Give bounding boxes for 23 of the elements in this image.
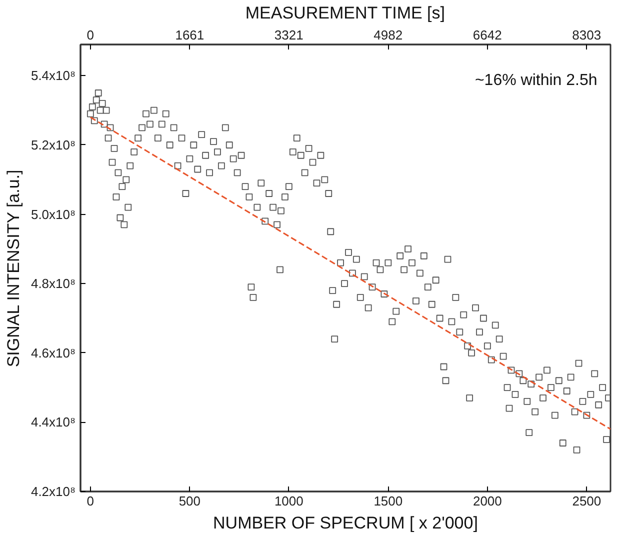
x2-tick-label: 0 — [86, 28, 94, 42]
x2-tick-label: 1661 — [175, 28, 204, 42]
y-tick-label: 5.0x10⁸ — [30, 206, 76, 222]
annotation: ~16% within 2.5h — [474, 72, 598, 90]
x2-tick-label: 4982 — [374, 28, 403, 42]
x-tick-label: 2000 — [472, 494, 502, 508]
y-tick-label: 4.4x10⁸ — [30, 414, 76, 430]
x-tick-label: 1000 — [274, 494, 304, 508]
y-tick-label: 4.6x10⁸ — [30, 345, 76, 360]
x-axis-title: NUMBER OF SPECRUM [ x 2'000] — [213, 514, 478, 532]
y-axis-title: SIGNAL INTENSITY [a.u.] — [4, 170, 23, 368]
x2-axis-title: MEASUREMENT TIME [s] — [245, 4, 446, 22]
y-tick-label: 5.4x10⁸ — [30, 68, 76, 84]
x-tick-label: 0 — [86, 494, 94, 508]
x-tick-label: 1500 — [374, 494, 403, 508]
x-tick-label: 500 — [178, 494, 201, 508]
x2-tick-label: 6642 — [472, 28, 502, 42]
y-tick-label: 4.2x10⁸ — [30, 484, 76, 499]
x-tick-label: 2500 — [572, 494, 602, 508]
x2-tick-label: 3321 — [274, 28, 304, 42]
y-tick-label: 4.8x10⁸ — [30, 276, 76, 292]
x2-tick-label: 8303 — [572, 28, 602, 42]
y-tick-label: 5.2x10⁸ — [30, 137, 76, 152]
